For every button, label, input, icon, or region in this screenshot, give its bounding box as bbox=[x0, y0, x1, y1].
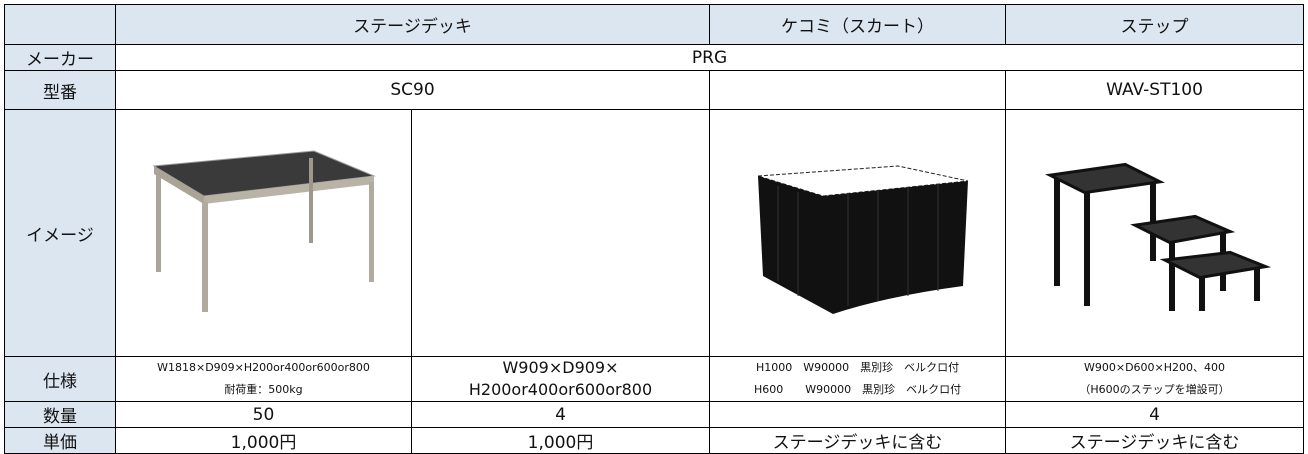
row-label: 仕様 bbox=[4, 356, 116, 402]
step-image bbox=[1044, 162, 1271, 311]
model-row: 型番 SC90 WAV-ST100 bbox=[4, 70, 1305, 110]
row-label: 型番 bbox=[4, 70, 116, 110]
text-line: H600 W90000 黒別珍 ベルクロ付 bbox=[753, 383, 962, 396]
cell: 1,000円 bbox=[115, 427, 412, 454]
cell: 1,000円 bbox=[410, 427, 711, 454]
cell: 50 bbox=[115, 401, 412, 428]
image-cell bbox=[709, 109, 1007, 357]
text-line: H1000 W90000 黒別珍 ベルクロ付 bbox=[755, 361, 960, 374]
skirt-image bbox=[757, 164, 968, 314]
maker-row: メーカー PRG bbox=[4, 44, 1305, 71]
stage-deck-image bbox=[151, 149, 376, 312]
header-row: ステージデッキ ケコミ（スカート） ステップ bbox=[4, 4, 1305, 45]
text-line: （H600のステップを増設可） bbox=[1079, 383, 1230, 396]
text-line: W900×D600×H200、400 bbox=[1083, 361, 1226, 374]
column-header: ステージデッキ bbox=[114, 4, 711, 45]
text-line: 耐荷重：500kg bbox=[224, 383, 303, 396]
corner-cell bbox=[4, 4, 116, 45]
cell: SC90 bbox=[114, 70, 711, 110]
cell: W909×D909× H200or400or600or800 bbox=[410, 356, 711, 402]
row-label: メーカー bbox=[4, 44, 116, 71]
row-label: 単価 bbox=[4, 427, 116, 454]
cell: 4 bbox=[1005, 401, 1305, 428]
cell bbox=[709, 70, 1007, 110]
image-cell bbox=[1005, 109, 1305, 357]
image-row: イメージ bbox=[4, 109, 1305, 357]
cell: W900×D600×H200、400 （H600のステップを増設可） bbox=[1005, 356, 1305, 402]
column-header: ケコミ（スカート） bbox=[709, 4, 1007, 45]
page: ステージデッキ ケコミ（スカート） ステップ メーカー PRG 型番 SC90 … bbox=[4, 4, 1305, 454]
text-line: H200or400or600or800 bbox=[468, 380, 653, 399]
spec-row: 仕様 W1818×D909×H200or400or600or800 耐荷重：500… bbox=[4, 356, 1305, 402]
spec-table: ステージデッキ ケコミ（スカート） ステップ メーカー PRG 型番 SC90 … bbox=[4, 4, 1305, 454]
cell: WAV-ST100 bbox=[1005, 70, 1305, 110]
cell: 4 bbox=[410, 401, 711, 428]
price-row: 単価 1,000円 1,000円 ステージデッキに含む ステージデッキに含む bbox=[4, 427, 1305, 454]
cell: ステージデッキに含む bbox=[709, 427, 1007, 454]
cell: H1000 W90000 黒別珍 ベルクロ付 H600 W90000 黒別珍 ベル… bbox=[709, 356, 1007, 402]
row-label: 数量 bbox=[4, 401, 116, 428]
cell: PRG bbox=[114, 44, 1305, 71]
row-label: イメージ bbox=[4, 109, 116, 357]
quantity-row: 数量 50 4 4 bbox=[4, 401, 1305, 428]
cell: ステージデッキに含む bbox=[1005, 427, 1305, 454]
text-line: W1818×D909×H200or400or600or800 bbox=[157, 361, 370, 374]
image-cell bbox=[410, 109, 711, 357]
cell: W1818×D909×H200or400or600or800 耐荷重：500kg bbox=[115, 356, 412, 402]
text-line: W909×D909× bbox=[502, 358, 619, 377]
cell bbox=[709, 401, 1007, 428]
column-header: ステップ bbox=[1005, 4, 1305, 45]
image-cell bbox=[115, 109, 412, 357]
